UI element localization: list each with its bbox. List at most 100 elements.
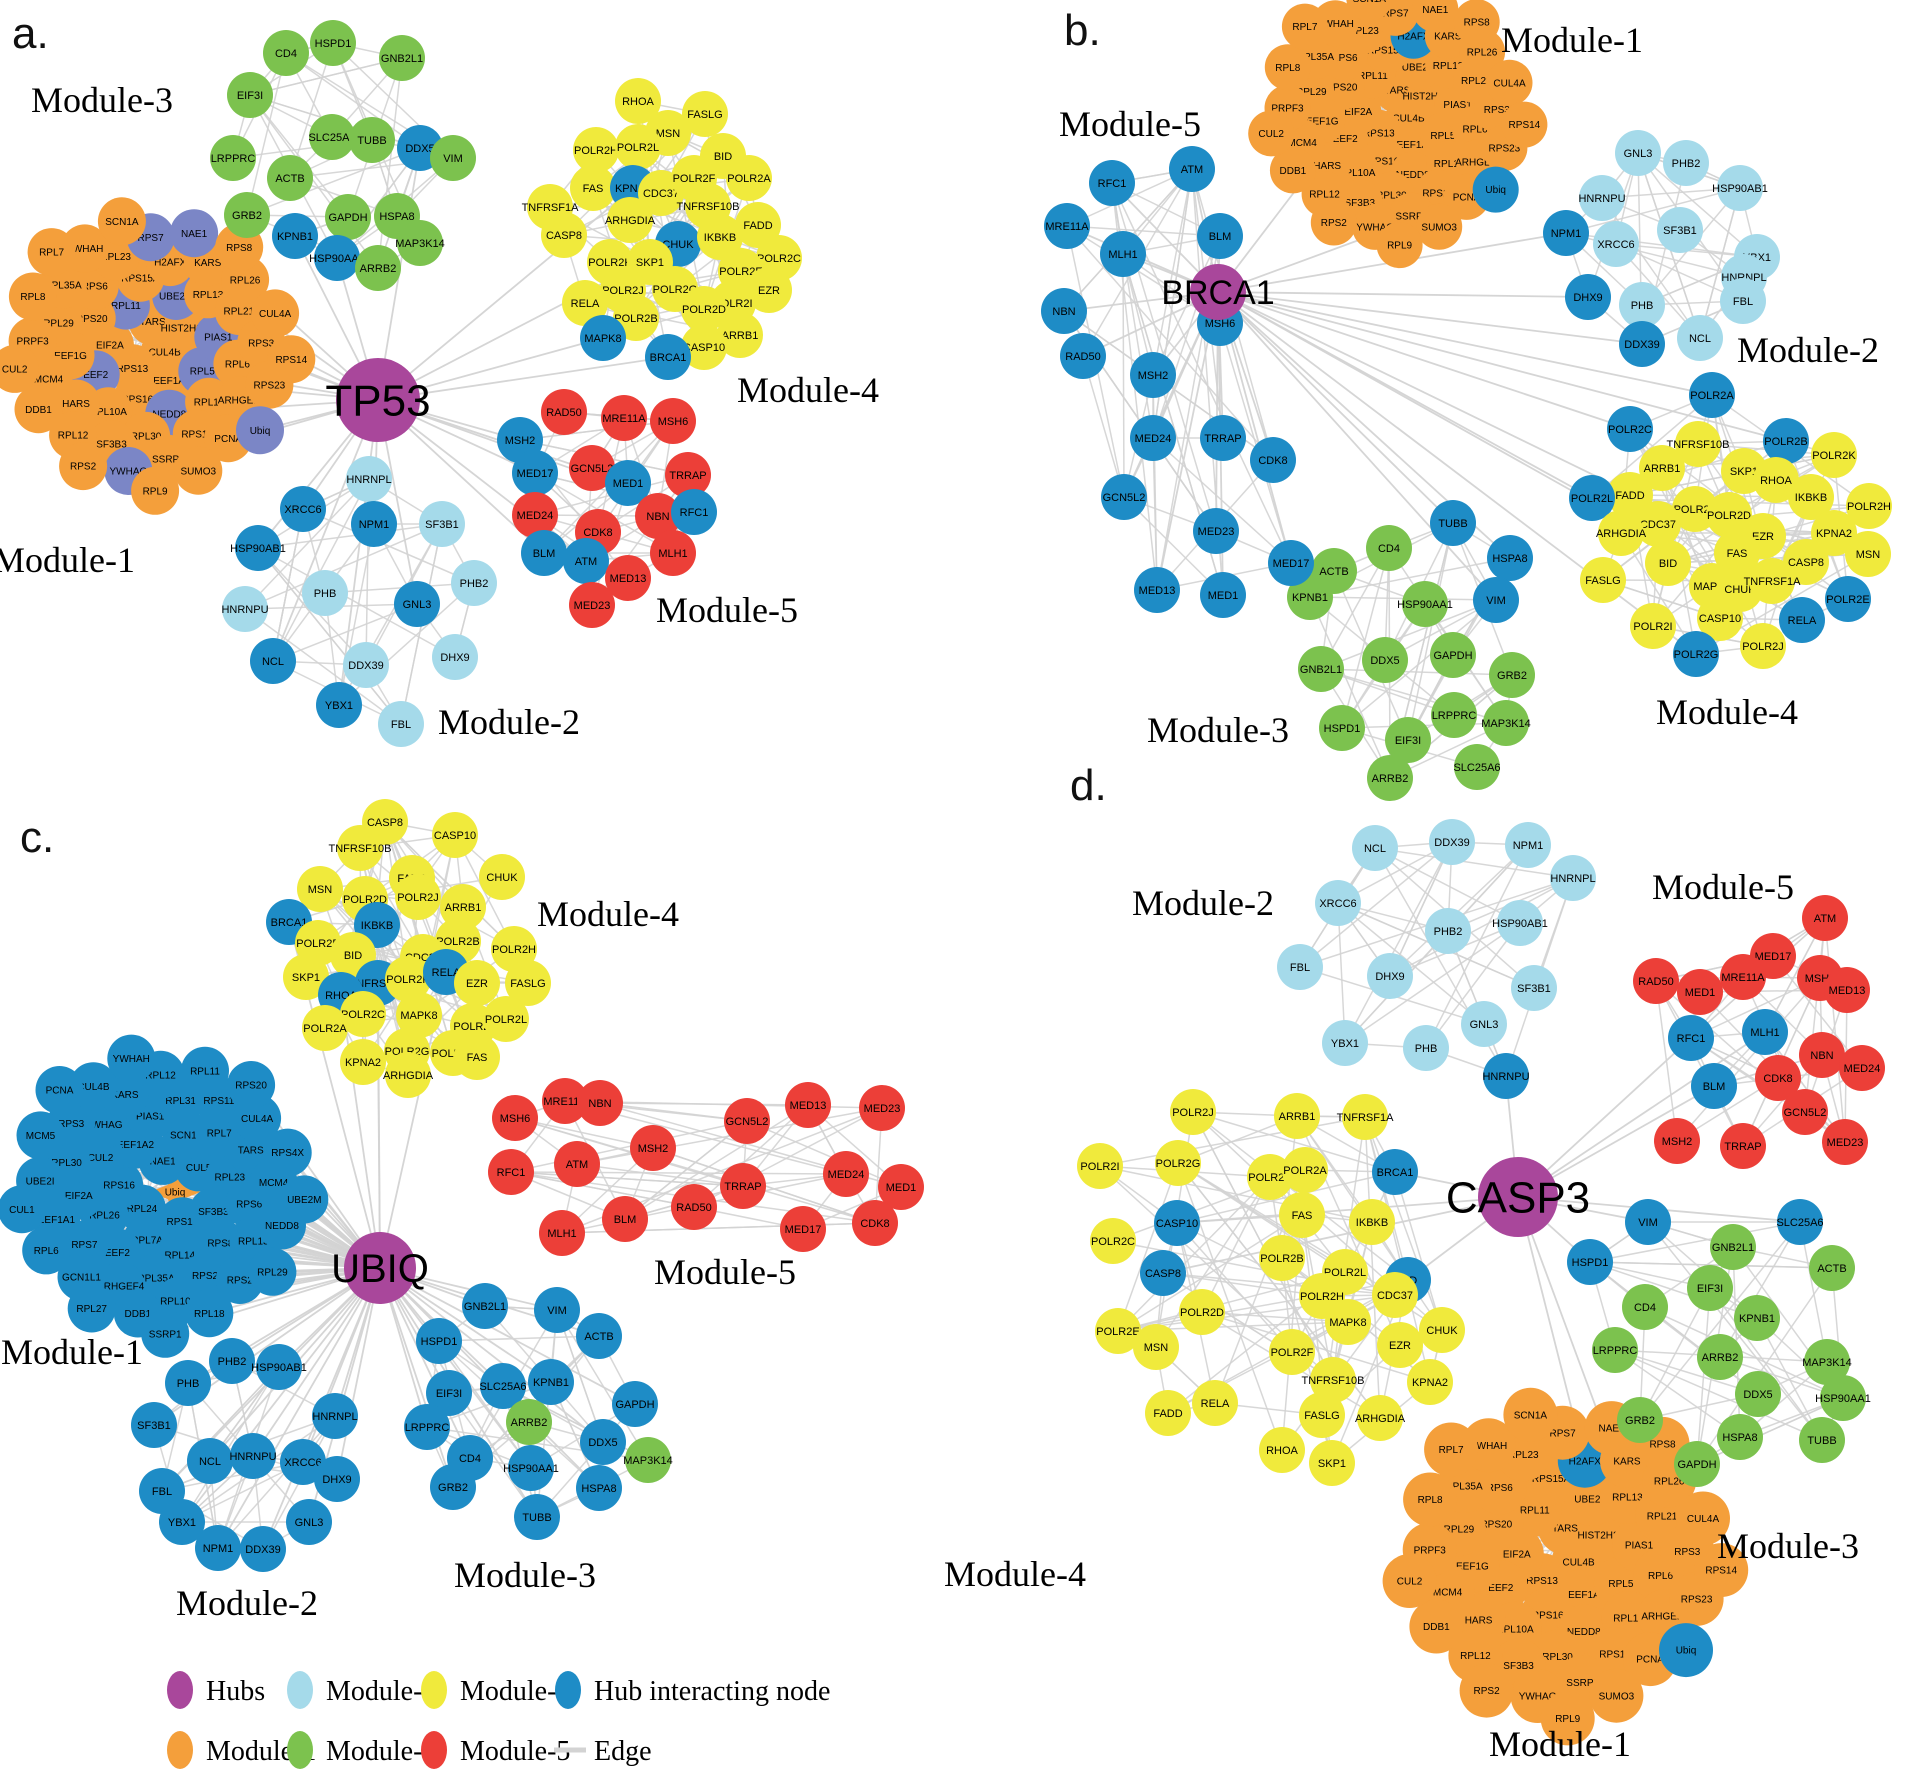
node-NCL[interactable] xyxy=(250,638,296,684)
node-RFC1[interactable] xyxy=(1089,160,1135,206)
node-MED1[interactable] xyxy=(878,1164,924,1210)
node-POLR2H[interactable] xyxy=(1846,483,1892,529)
node-KPNB1[interactable] xyxy=(528,1359,574,1405)
node-SCN1A[interactable] xyxy=(1346,0,1393,22)
node-Ubiq[interactable] xyxy=(1659,1623,1713,1678)
node-RPL9[interactable] xyxy=(1376,222,1423,269)
node-MED23[interactable] xyxy=(859,1085,905,1131)
node-IKBKB[interactable] xyxy=(1349,1199,1395,1245)
node-POLR2C[interactable] xyxy=(1090,1218,1136,1264)
node-RPL8[interactable] xyxy=(1264,44,1311,91)
node-SLC25A6[interactable] xyxy=(1454,744,1500,790)
node-CDK8[interactable] xyxy=(1755,1055,1801,1101)
node-NBN[interactable] xyxy=(635,493,681,539)
node-XRCC6[interactable] xyxy=(1593,221,1639,267)
node-CASP10[interactable] xyxy=(1697,595,1743,641)
node-POLR2B[interactable] xyxy=(613,295,659,341)
node-XRCC6[interactable] xyxy=(280,1439,326,1485)
node-BLM[interactable] xyxy=(521,530,567,576)
node-ARHGDIA[interactable] xyxy=(1357,1395,1403,1441)
node-HSPA8[interactable] xyxy=(1717,1414,1763,1460)
node-ARRB2[interactable] xyxy=(355,245,401,291)
node-MED17[interactable] xyxy=(1268,540,1314,586)
node-PHB[interactable] xyxy=(165,1360,211,1406)
node-CDC37[interactable] xyxy=(1635,501,1681,547)
node-SF3B1[interactable] xyxy=(131,1402,177,1448)
node-HNRNPL[interactable] xyxy=(346,456,392,502)
node-HSPA8[interactable] xyxy=(576,1465,622,1511)
node-PHB2[interactable] xyxy=(209,1338,255,1384)
node-PHB[interactable] xyxy=(302,570,348,616)
node-FASLG[interactable] xyxy=(1299,1392,1345,1438)
node-RPL9[interactable] xyxy=(131,466,180,515)
node-TRRAP[interactable] xyxy=(1200,415,1246,461)
node-POLR2D[interactable] xyxy=(681,286,727,332)
node-MED24[interactable] xyxy=(1839,1045,1885,1091)
node-TUBB[interactable] xyxy=(1799,1417,1845,1463)
node-CASP10[interactable] xyxy=(681,324,727,370)
node-EIF3I[interactable] xyxy=(1385,717,1431,763)
node-EIF3I[interactable] xyxy=(426,1370,472,1416)
node-RAD50[interactable] xyxy=(1633,958,1679,1004)
node-POLR2H[interactable] xyxy=(573,127,619,173)
node-MED1[interactable] xyxy=(605,460,651,506)
node-MSN[interactable] xyxy=(1133,1324,1179,1370)
node-SF3B1[interactable] xyxy=(1657,207,1703,253)
node-XRCC6[interactable] xyxy=(280,486,326,532)
node-RPL27[interactable] xyxy=(67,1284,116,1333)
node-DDX39[interactable] xyxy=(240,1526,286,1572)
node-ARHGDIA[interactable] xyxy=(1598,510,1644,556)
node-HSP90AB1[interactable] xyxy=(1717,165,1763,211)
node-POLR2E[interactable] xyxy=(1825,576,1871,622)
node-CASP10[interactable] xyxy=(432,812,478,858)
hub-node-CASP3[interactable] xyxy=(1478,1157,1558,1237)
node-SLC25A6[interactable] xyxy=(1777,1199,1823,1245)
node-KPNB1[interactable] xyxy=(1734,1295,1780,1341)
node-CUL2[interactable] xyxy=(1248,110,1295,157)
node-MSH2[interactable] xyxy=(630,1125,676,1171)
node-SCN1A[interactable] xyxy=(1503,1387,1558,1442)
node-NPM1[interactable] xyxy=(351,501,397,547)
node-RFC1[interactable] xyxy=(671,489,717,535)
node-DDB1[interactable] xyxy=(1409,1599,1464,1654)
node-TRRAP[interactable] xyxy=(665,452,711,498)
node-MSH2[interactable] xyxy=(1130,352,1176,398)
node-LRPPRC[interactable] xyxy=(1431,692,1477,738)
node-MRE11A[interactable] xyxy=(1044,203,1090,249)
node-POLR2B[interactable] xyxy=(1763,418,1809,464)
node-DHX9[interactable] xyxy=(314,1456,360,1502)
node-HNRNPL[interactable] xyxy=(1550,855,1596,901)
node-MED23[interactable] xyxy=(1822,1119,1868,1165)
node-RPS14[interactable] xyxy=(267,335,316,384)
node-FASLG[interactable] xyxy=(505,960,551,1006)
node-MLH1[interactable] xyxy=(1100,231,1146,277)
node-TNFRSF10B[interactable] xyxy=(1675,421,1721,467)
node-MED24[interactable] xyxy=(512,492,558,538)
node-ARRB1[interactable] xyxy=(440,884,486,930)
node-RPL8[interactable] xyxy=(1403,1472,1458,1527)
node-MED13[interactable] xyxy=(785,1082,831,1128)
node-HSP90AB1[interactable] xyxy=(235,525,281,571)
node-DDX5[interactable] xyxy=(1735,1371,1781,1417)
node-ARRB2[interactable] xyxy=(1697,1334,1743,1380)
node-RPL29[interactable] xyxy=(248,1247,297,1296)
node-RPS2[interactable] xyxy=(1459,1663,1514,1718)
node-DHX9[interactable] xyxy=(1367,953,1413,999)
node-MED24[interactable] xyxy=(1130,415,1176,461)
node-POLR2A[interactable] xyxy=(726,155,772,201)
node-MRE11A[interactable] xyxy=(1720,954,1766,1000)
node-MAP3K14[interactable] xyxy=(1483,700,1529,746)
node-CASP8[interactable] xyxy=(1140,1250,1186,1296)
node-RHOA[interactable] xyxy=(1753,457,1799,503)
node-POLR2A[interactable] xyxy=(302,1005,348,1051)
node-YBX1[interactable] xyxy=(159,1499,205,1545)
node-HSP90AA1[interactable] xyxy=(1820,1375,1866,1421)
node-MED13[interactable] xyxy=(1134,567,1180,613)
node-MED1[interactable] xyxy=(1677,969,1723,1015)
node-MAP3K14[interactable] xyxy=(1804,1339,1850,1385)
node-SKP1[interactable] xyxy=(283,954,329,1000)
node-POLR2A[interactable] xyxy=(1282,1147,1328,1193)
node-PHB2[interactable] xyxy=(1663,140,1709,186)
node-POLR2L[interactable] xyxy=(483,996,529,1042)
node-VIM[interactable] xyxy=(430,135,476,181)
